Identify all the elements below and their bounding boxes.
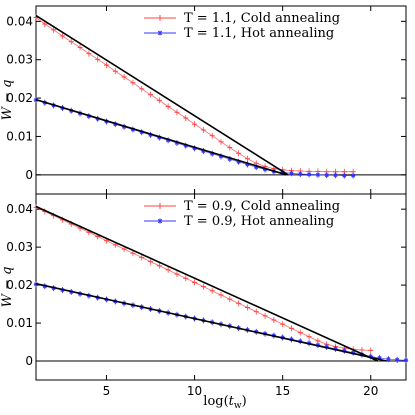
data-point: [157, 135, 162, 140]
data-point: [201, 148, 206, 154]
y-tick-label: 0.04: [6, 14, 33, 28]
x-tick-label: 5: [103, 384, 111, 398]
x-tick-label: 15: [275, 384, 290, 398]
data-point: [403, 358, 409, 363]
data-point: [324, 173, 329, 178]
y-axis-label: W − q: [0, 267, 15, 308]
data-point: [306, 172, 312, 177]
fit-line: [35, 98, 287, 176]
data-point: [254, 164, 259, 170]
top-panel: 0 0.01 0.02 0.03 0.04 W − q T = 1.1, Cold anne…: [0, 5, 407, 195]
legend-marker: [157, 30, 163, 36]
data-point: [394, 357, 400, 363]
data-point: [386, 356, 391, 362]
data-point: [148, 132, 153, 138]
data-point: [245, 162, 250, 167]
data-point: [192, 146, 197, 151]
fit-line: [35, 14, 289, 176]
data-point: [289, 171, 294, 176]
data-point: [183, 143, 188, 148]
legend-entry: T = 1.1, Cold annealing: [184, 11, 340, 26]
y-axis-label: W − q: [0, 80, 15, 121]
legend-entry: T = 1.1, Hot annealing: [184, 26, 334, 41]
data-point: [218, 154, 224, 159]
data-point: [315, 172, 321, 178]
y-tick-label: 0.04: [6, 202, 33, 216]
legend-entry: T = 0.9, Cold annealing: [184, 199, 340, 214]
data-point: [262, 167, 268, 172]
data-point: [342, 173, 347, 178]
data-point: [209, 151, 215, 156]
data-point: [227, 156, 233, 162]
data-point: [139, 130, 144, 135]
data-point: [333, 173, 338, 178]
y-tick-label: 0: [25, 168, 33, 182]
fit-line: [35, 205, 379, 362]
bottom-panel: 0 0.01 0.02 0.03 0.04 5 10 15 20 W − q T = 0.9, Co…: [0, 193, 409, 398]
data-point: [236, 159, 241, 164]
data-point: [368, 354, 373, 359]
y-tick-label: 0.03: [6, 53, 33, 67]
y-tick-label: 0: [25, 354, 33, 368]
y-tick-label: 0.01: [6, 316, 33, 330]
data-point: [350, 173, 356, 178]
data-point: [333, 346, 338, 352]
x-tick-label: 10: [187, 384, 202, 398]
data-point: [350, 350, 356, 355]
legend-entry: T = 0.9, Hot annealing: [184, 214, 334, 229]
data-point: [377, 355, 382, 361]
data-point: [342, 348, 347, 353]
data-point: [174, 140, 180, 146]
x-axis-label: log(tw): [203, 394, 246, 411]
data-point: [165, 138, 171, 143]
data-point: [298, 171, 303, 177]
fit-line: [35, 282, 387, 362]
x-tick-label: 20: [363, 384, 378, 398]
legend-marker: [157, 218, 163, 224]
y-tick-label: 0.01: [6, 129, 33, 143]
y-tick-label: 0.03: [6, 240, 33, 254]
y-tick-label: 0.02: [6, 91, 33, 105]
data-point: [280, 170, 285, 175]
y-tick-label: 0.02: [6, 278, 33, 292]
